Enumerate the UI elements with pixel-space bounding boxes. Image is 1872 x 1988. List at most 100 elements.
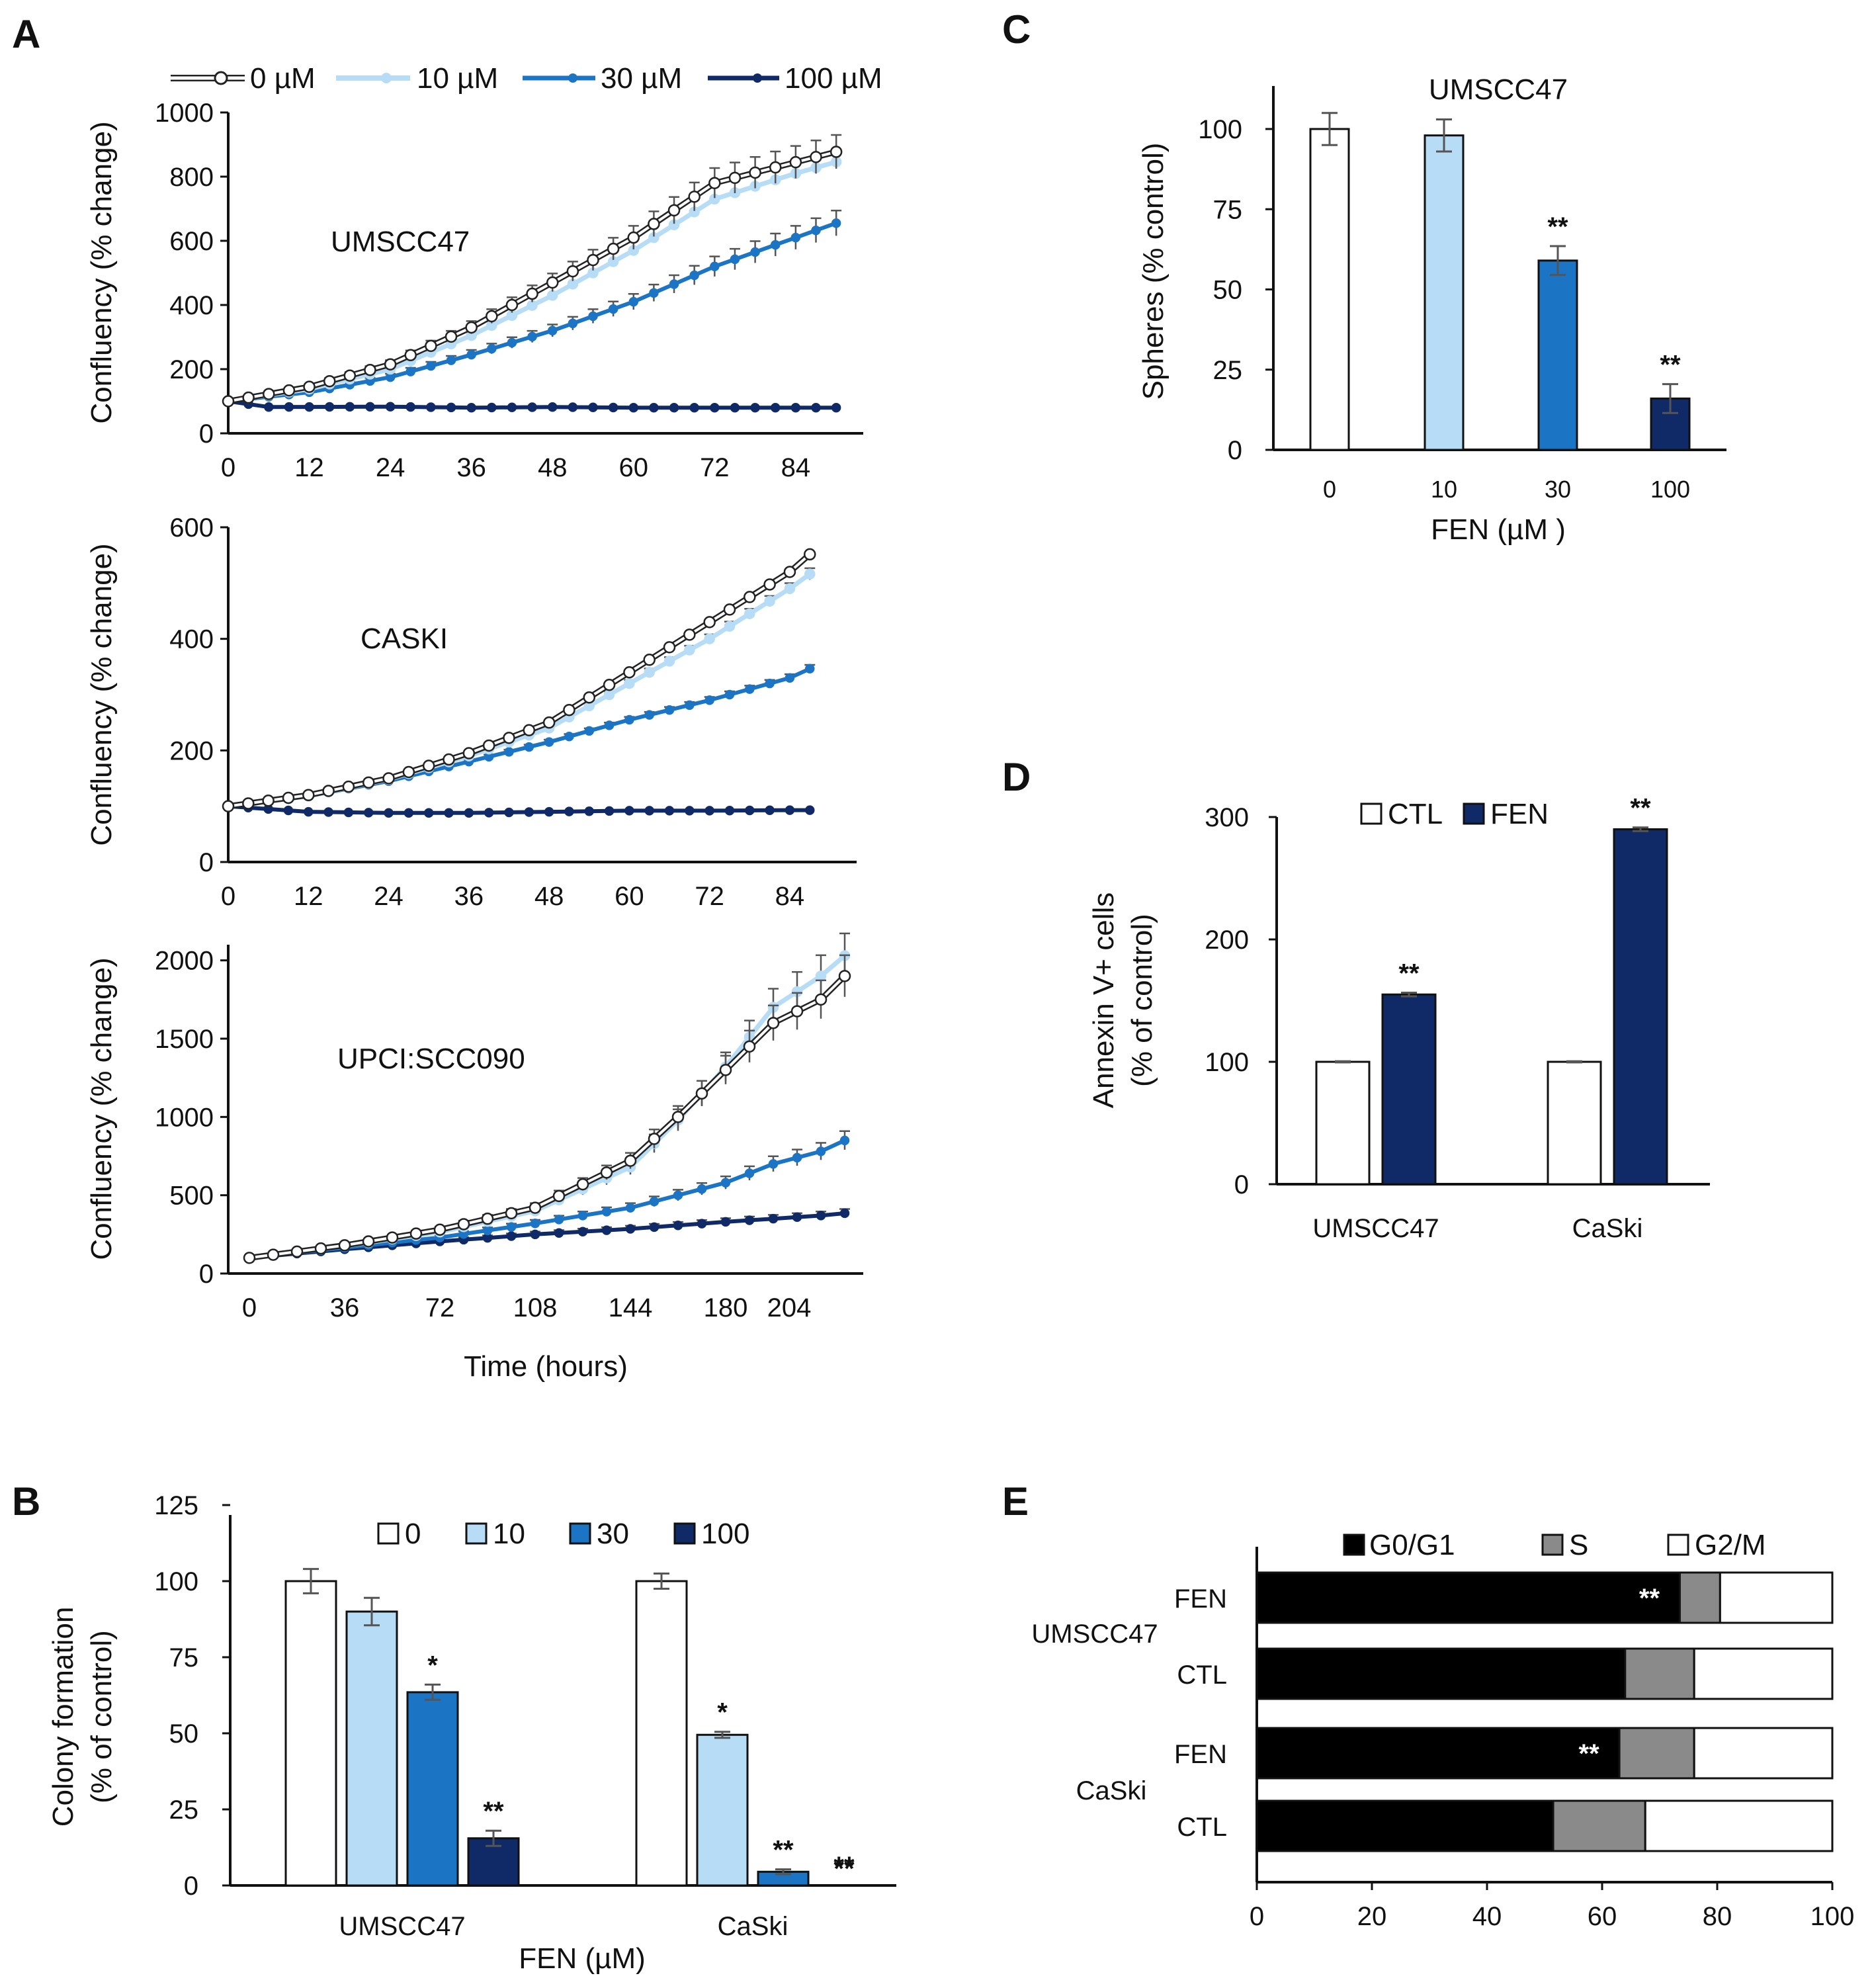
e-legend-swatch-s: [1541, 1534, 1564, 1556]
y-tick-label: 500: [169, 1182, 214, 1211]
a3-x-axis-title: Time (hours): [464, 1350, 628, 1383]
data-point: [805, 805, 815, 815]
data-point: [464, 808, 474, 818]
data-point: [544, 806, 554, 817]
d-legend-swatch-ctl: [1360, 802, 1383, 825]
b-legend-swatch-10: [465, 1522, 488, 1545]
data-point: [790, 1005, 804, 1017]
data-point: [625, 1224, 636, 1234]
data-point: [604, 806, 615, 816]
data-point: [583, 691, 595, 704]
x-tick-label: 72: [700, 453, 730, 482]
panel-letter-e: E: [1002, 1479, 1029, 1524]
data-point: [689, 270, 699, 281]
data-point: [482, 1225, 493, 1236]
data-point: [814, 993, 828, 1006]
data-point: [744, 1168, 755, 1178]
bar: [1613, 828, 1668, 1186]
data-point: [667, 204, 681, 217]
x-tick-label: 36: [456, 453, 486, 482]
chart-a-umscc47: 0 200 400 600 800 1000 0 12 24 36 48 60 72 84 UMSCC47…: [85, 99, 863, 482]
b-legend-swatch-30: [569, 1522, 591, 1545]
data-point: [504, 807, 514, 818]
d-y-axis-title-line2: (% of control): [1126, 914, 1158, 1087]
data-point: [695, 1087, 708, 1100]
data-point: [765, 805, 775, 816]
data-point: [604, 720, 615, 730]
data-point: [554, 1215, 564, 1225]
data-point: [345, 402, 355, 412]
data-point: [745, 805, 755, 816]
data-point: [362, 1235, 375, 1248]
data-point: [730, 402, 740, 413]
y-tick-label: 200: [169, 355, 214, 384]
e-legend-label-g0g1: G0/G1: [1369, 1529, 1455, 1561]
data-point: [577, 1211, 588, 1221]
data-point: [222, 800, 235, 812]
data-point: [384, 808, 394, 818]
data-point: [669, 279, 679, 289]
b-plot-area: **********: [284, 1568, 855, 1887]
stacked-segment: [1255, 1647, 1627, 1700]
group-label: CaSki: [1076, 1776, 1147, 1805]
a2-y-axis-title: Confluency (% change): [85, 543, 118, 845]
data-point: [724, 689, 735, 700]
x-tick-label: 72: [425, 1293, 455, 1322]
data-point: [770, 239, 781, 250]
data-point: [663, 641, 676, 654]
data-point: [783, 566, 796, 578]
data-point: [242, 391, 255, 404]
legend-marker-10uM: [381, 73, 392, 83]
data-point: [644, 667, 655, 678]
a3-plot-area: [243, 932, 851, 1264]
a1-plot-area: [222, 134, 843, 413]
a2-cell-line-label: CASKI: [361, 623, 448, 655]
data-point: [601, 1207, 612, 1217]
e-legend-label-g2m: G2/M: [1695, 1529, 1766, 1561]
y-tick-label: 50: [169, 1719, 199, 1749]
x-tick-label: 72: [695, 882, 724, 911]
e-legend-swatch-g0g1: [1343, 1534, 1365, 1556]
data-point: [523, 724, 536, 737]
bar: [406, 1691, 459, 1887]
d-legend: CTL FEN: [1360, 798, 1549, 830]
data-point: [601, 1225, 612, 1235]
y-tick-label: 0: [199, 1260, 214, 1289]
data-point: [743, 1040, 756, 1053]
data-point: [719, 1064, 732, 1076]
data-point: [507, 337, 517, 348]
data-point: [588, 311, 598, 322]
stacked-segment: [1618, 1727, 1695, 1780]
category-label: CaSki: [1572, 1214, 1643, 1243]
significance-marker: **: [1547, 212, 1568, 241]
b-legend-swatch-100: [673, 1522, 696, 1545]
stacked-segment: [1624, 1647, 1695, 1700]
a3-y-axis-title: Confluency (% change): [85, 957, 118, 1260]
data-point: [577, 1227, 588, 1236]
data-point: [444, 808, 454, 818]
x-tick-label: 12: [294, 882, 323, 911]
data-point: [708, 177, 721, 189]
x-tick-label: 0: [242, 1293, 257, 1322]
data-point: [506, 1231, 517, 1241]
x-tick-label: 144: [609, 1293, 653, 1322]
data-point: [704, 806, 714, 816]
d-plot-area: ** **: [1315, 794, 1668, 1186]
data-point: [506, 1222, 517, 1232]
data-point: [697, 1219, 707, 1229]
data-point: [728, 171, 742, 185]
data-point: [487, 402, 497, 413]
data-point: [750, 402, 760, 413]
data-point: [624, 806, 634, 816]
data-point: [608, 402, 618, 413]
data-point: [688, 191, 701, 203]
data-point: [792, 1212, 802, 1223]
data-point: [720, 1178, 731, 1188]
category-label: CaSki: [718, 1912, 788, 1941]
data-point: [529, 1201, 542, 1214]
x-tick-label: 100: [1810, 1902, 1855, 1931]
data-point: [342, 780, 355, 793]
x-tick-label: 60: [615, 882, 644, 911]
